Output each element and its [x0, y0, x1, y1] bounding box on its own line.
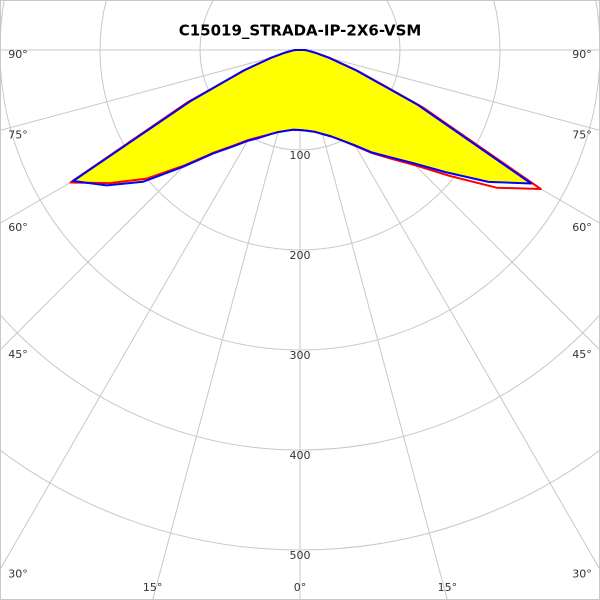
angle-tick-label: 75°	[8, 128, 28, 141]
series-fill	[73, 50, 532, 186]
angle-tick-label: 15°	[143, 581, 163, 594]
chart-title: C15019_STRADA-IP-2X6-VSM	[179, 22, 422, 40]
grid-ray	[299, 49, 600, 131]
grid-ray	[0, 49, 301, 131]
angle-tick-label: 45°	[8, 348, 28, 361]
angle-tick-label: 45°	[572, 348, 592, 361]
r-tick-label: 200	[290, 249, 311, 262]
angle-tick-label: 0°	[294, 581, 307, 594]
angle-tick-label: 30°	[8, 568, 28, 581]
angle-tick-label: 60°	[8, 221, 28, 234]
r-tick-label: 400	[290, 449, 311, 462]
grid-ray	[299, 49, 448, 600]
angle-tick-label: 60°	[572, 221, 592, 234]
angle-tick-label: 30°	[572, 568, 592, 581]
angle-tick-label: 75°	[572, 128, 592, 141]
angle-tick-label: 90°	[572, 48, 592, 61]
grid-ray	[152, 49, 301, 600]
r-tick-label: 100	[290, 149, 311, 162]
r-tick-label: 500	[290, 549, 311, 562]
r-tick-label: 300	[290, 349, 311, 362]
series-line	[72, 49, 533, 187]
angle-tick-label: 15°	[438, 581, 458, 594]
angle-tick-label: 90°	[8, 48, 28, 61]
